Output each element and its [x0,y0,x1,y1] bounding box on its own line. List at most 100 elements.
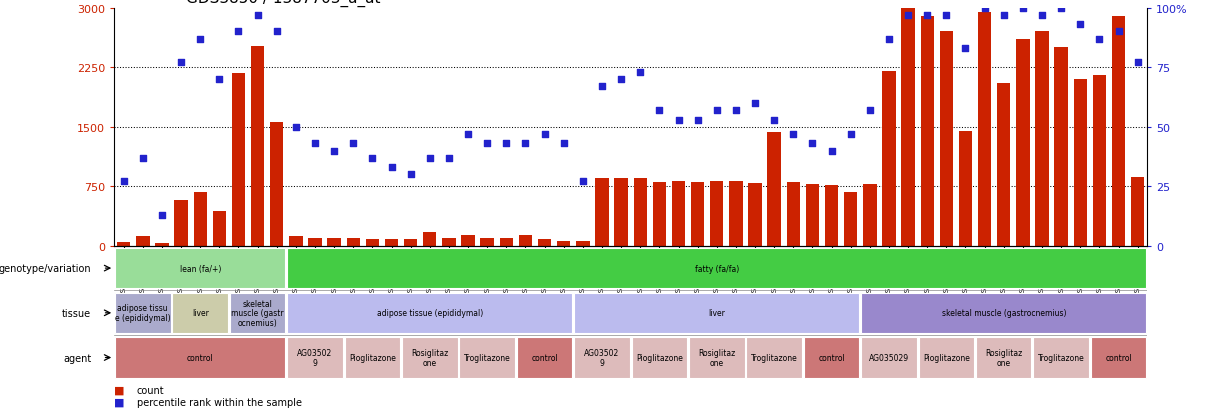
Bar [519,235,533,246]
Point [152,212,172,218]
Bar [212,211,226,246]
Bar [270,123,283,246]
FancyBboxPatch shape [1033,337,1088,378]
Point [631,69,650,76]
Text: control: control [1106,353,1133,362]
Bar [250,47,264,246]
Bar [366,240,379,246]
Point [535,131,555,138]
Point [362,155,382,161]
Point [553,141,573,147]
Bar [1131,177,1145,246]
Point [190,36,210,43]
Bar [499,238,513,246]
Text: Troglitazone: Troglitazone [751,353,798,362]
FancyBboxPatch shape [861,293,1146,333]
Point [515,141,535,147]
Point [133,155,152,161]
Bar [385,240,399,246]
Bar [1036,33,1049,246]
FancyBboxPatch shape [459,337,515,378]
Point [726,107,746,114]
Text: count: count [137,385,164,395]
Bar [958,131,972,246]
FancyBboxPatch shape [632,337,687,378]
Point [267,29,287,36]
Text: ■: ■ [114,396,125,407]
Point [420,155,439,161]
FancyBboxPatch shape [690,337,745,378]
Text: percentile rank within the sample: percentile rank within the sample [137,396,302,407]
Bar [595,179,609,246]
Bar [537,240,551,246]
Text: fatty (fa/fa): fatty (fa/fa) [694,264,739,273]
Bar [136,237,150,246]
Point [210,77,229,83]
Bar [806,184,820,246]
FancyBboxPatch shape [574,293,859,333]
Text: AG03502
9: AG03502 9 [297,348,333,367]
FancyBboxPatch shape [115,248,286,289]
Bar [748,184,762,246]
Bar [882,72,896,246]
Bar [729,181,742,246]
Point [172,60,191,66]
FancyBboxPatch shape [1091,337,1146,378]
Bar [615,179,628,246]
Bar [328,238,341,246]
Point [1032,12,1052,19]
Text: Pioglitazone: Pioglitazone [923,353,969,362]
Bar [194,192,207,246]
FancyBboxPatch shape [804,337,859,378]
Point [822,148,842,154]
Bar [290,237,303,246]
Bar [308,238,321,246]
Point [669,117,688,123]
FancyBboxPatch shape [229,293,286,333]
Point [611,77,631,83]
Point [1052,5,1071,12]
Bar [1112,17,1125,246]
Text: AG03502
9: AG03502 9 [584,348,620,367]
Bar [920,17,934,246]
Bar [156,243,168,246]
Bar [1093,76,1106,246]
Point [688,117,708,123]
Point [936,12,956,19]
FancyBboxPatch shape [975,337,1032,378]
Bar [1016,40,1029,246]
Text: Troglitazone: Troglitazone [1038,353,1085,362]
Point [745,100,764,107]
Text: lean (fa/+): lean (fa/+) [179,264,221,273]
FancyBboxPatch shape [287,248,1146,289]
Text: ■: ■ [114,385,125,395]
Text: genotype/variation: genotype/variation [0,263,91,273]
Text: Troglitazone: Troglitazone [464,353,510,362]
FancyBboxPatch shape [173,293,228,333]
Bar [978,13,991,246]
Point [439,155,459,161]
Point [573,179,593,185]
Point [114,179,134,185]
Text: skeletal
muscle (gastr
ocnemius): skeletal muscle (gastr ocnemius) [231,299,283,327]
Point [860,107,880,114]
Text: tissue: tissue [63,308,91,318]
Bar [1074,80,1087,246]
Point [1128,60,1147,66]
Bar [404,240,417,246]
FancyBboxPatch shape [574,337,629,378]
Bar [672,181,685,246]
Bar [346,238,360,246]
Bar [653,183,666,246]
Text: Pioglitazone: Pioglitazone [636,353,682,362]
Point [974,5,994,12]
Text: adipose tissu
e (epididymal): adipose tissu e (epididymal) [115,304,171,323]
Bar [423,233,437,246]
Bar [461,236,475,246]
Bar [902,9,915,246]
Bar [577,241,589,246]
Bar [710,182,724,246]
Point [401,172,421,178]
Point [649,107,669,114]
FancyBboxPatch shape [746,337,802,378]
